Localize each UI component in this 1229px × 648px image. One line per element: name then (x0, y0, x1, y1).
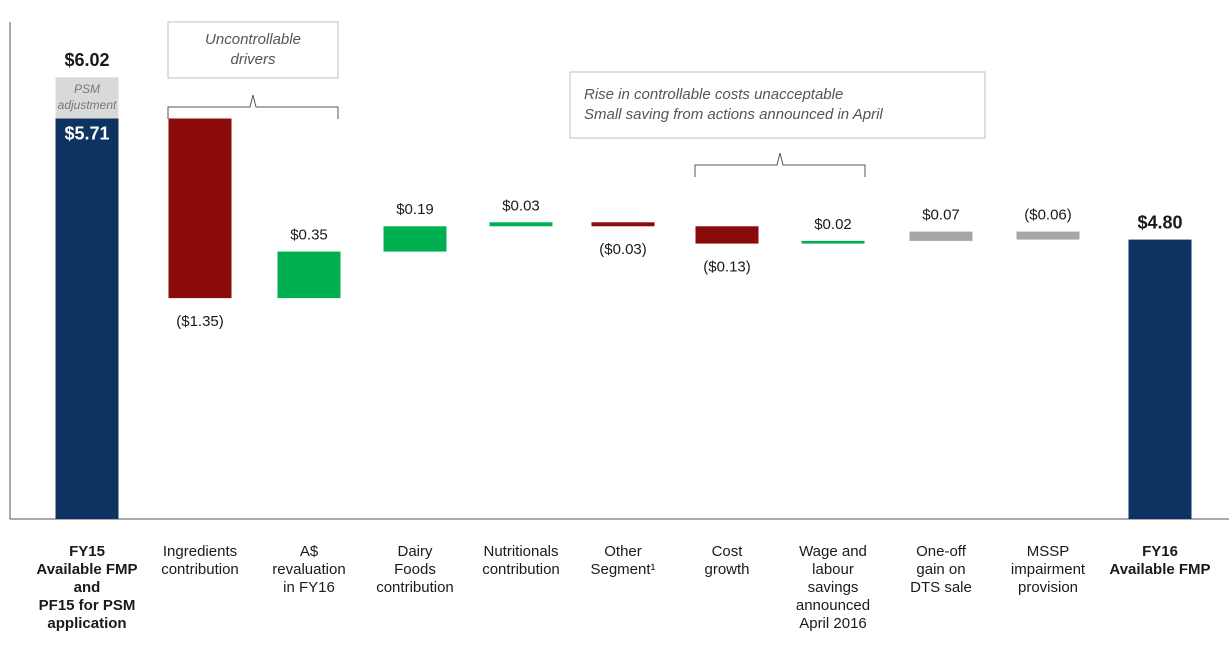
value-label: ($0.13) (703, 259, 751, 276)
x-tick-label: Segment¹ (590, 561, 655, 578)
bar (489, 222, 553, 227)
bar (1128, 239, 1192, 520)
x-tick-label: impairment (1011, 561, 1086, 578)
brace (694, 152, 866, 177)
annotation-text: Uncontrollable (205, 31, 301, 48)
adjustment-label: PSM (74, 82, 100, 96)
bar (695, 226, 759, 244)
x-tick-label: growth (704, 561, 749, 578)
x-tick-label: Dairy (397, 543, 433, 560)
x-tick-label: labour (812, 561, 854, 578)
annotation-text: Rise in controllable costs unacceptable (584, 86, 843, 103)
adjustment-label: adjustment (58, 98, 117, 112)
value-label: $0.07 (922, 207, 960, 224)
bar (591, 222, 655, 227)
x-tick-label: and (74, 579, 101, 596)
x-tick-label: DTS sale (910, 579, 972, 596)
brace (167, 94, 339, 119)
x-tick-label: Other (604, 543, 642, 560)
annotation-text: Small saving from actions announced in A… (584, 106, 883, 123)
x-tick-label: A$ (300, 543, 319, 560)
x-tick-label: savings (808, 579, 859, 596)
x-tick-label: contribution (161, 561, 239, 578)
value-label: $5.71 (64, 123, 109, 143)
x-tick-label: FY16 (1142, 543, 1178, 560)
adjustment-bar (55, 77, 119, 119)
annotation-text: drivers (230, 51, 276, 68)
x-tick-label: provision (1018, 579, 1078, 596)
x-tick-label: FY15 (69, 543, 105, 560)
value-label: $4.80 (1137, 212, 1182, 232)
total-label: $6.02 (64, 50, 109, 70)
annotation-box (167, 21, 339, 79)
x-tick-label: contribution (482, 561, 560, 578)
value-label: $0.02 (814, 216, 852, 233)
x-tick-label: PF15 for PSM (39, 597, 136, 614)
bar (909, 231, 973, 241)
bar (383, 226, 447, 252)
x-tick-label: announced (796, 597, 870, 614)
x-tick-label: gain on (916, 561, 965, 578)
value-label: ($1.35) (176, 313, 224, 330)
x-tick-label: MSSP (1027, 543, 1070, 560)
x-tick-label: contribution (376, 579, 454, 596)
x-tick-label: Available FMP (36, 561, 137, 578)
x-tick-label: Foods (394, 561, 436, 578)
x-tick-label: application (47, 615, 126, 632)
x-tick-label: One-off (916, 543, 967, 560)
x-tick-label: revaluation (272, 561, 345, 578)
x-tick-label: Nutritionals (483, 543, 558, 560)
x-tick-label: in FY16 (283, 579, 335, 596)
x-tick-label: Wage and (799, 543, 867, 560)
x-tick-label: Ingredients (163, 543, 237, 560)
x-tick-label: April 2016 (799, 615, 867, 632)
bar (55, 118, 119, 519)
value-label: $0.03 (502, 197, 540, 214)
x-tick-label: Available FMP (1109, 561, 1210, 578)
bar (801, 240, 865, 244)
x-tick-label: Cost (712, 543, 744, 560)
value-label: $0.35 (290, 227, 328, 244)
bar (277, 251, 341, 299)
annotation-box (569, 71, 986, 139)
value-label: ($0.06) (1024, 207, 1072, 224)
bar (1016, 231, 1080, 240)
value-label: $0.19 (396, 201, 434, 218)
bar (168, 118, 232, 299)
value-label: ($0.03) (599, 241, 647, 258)
